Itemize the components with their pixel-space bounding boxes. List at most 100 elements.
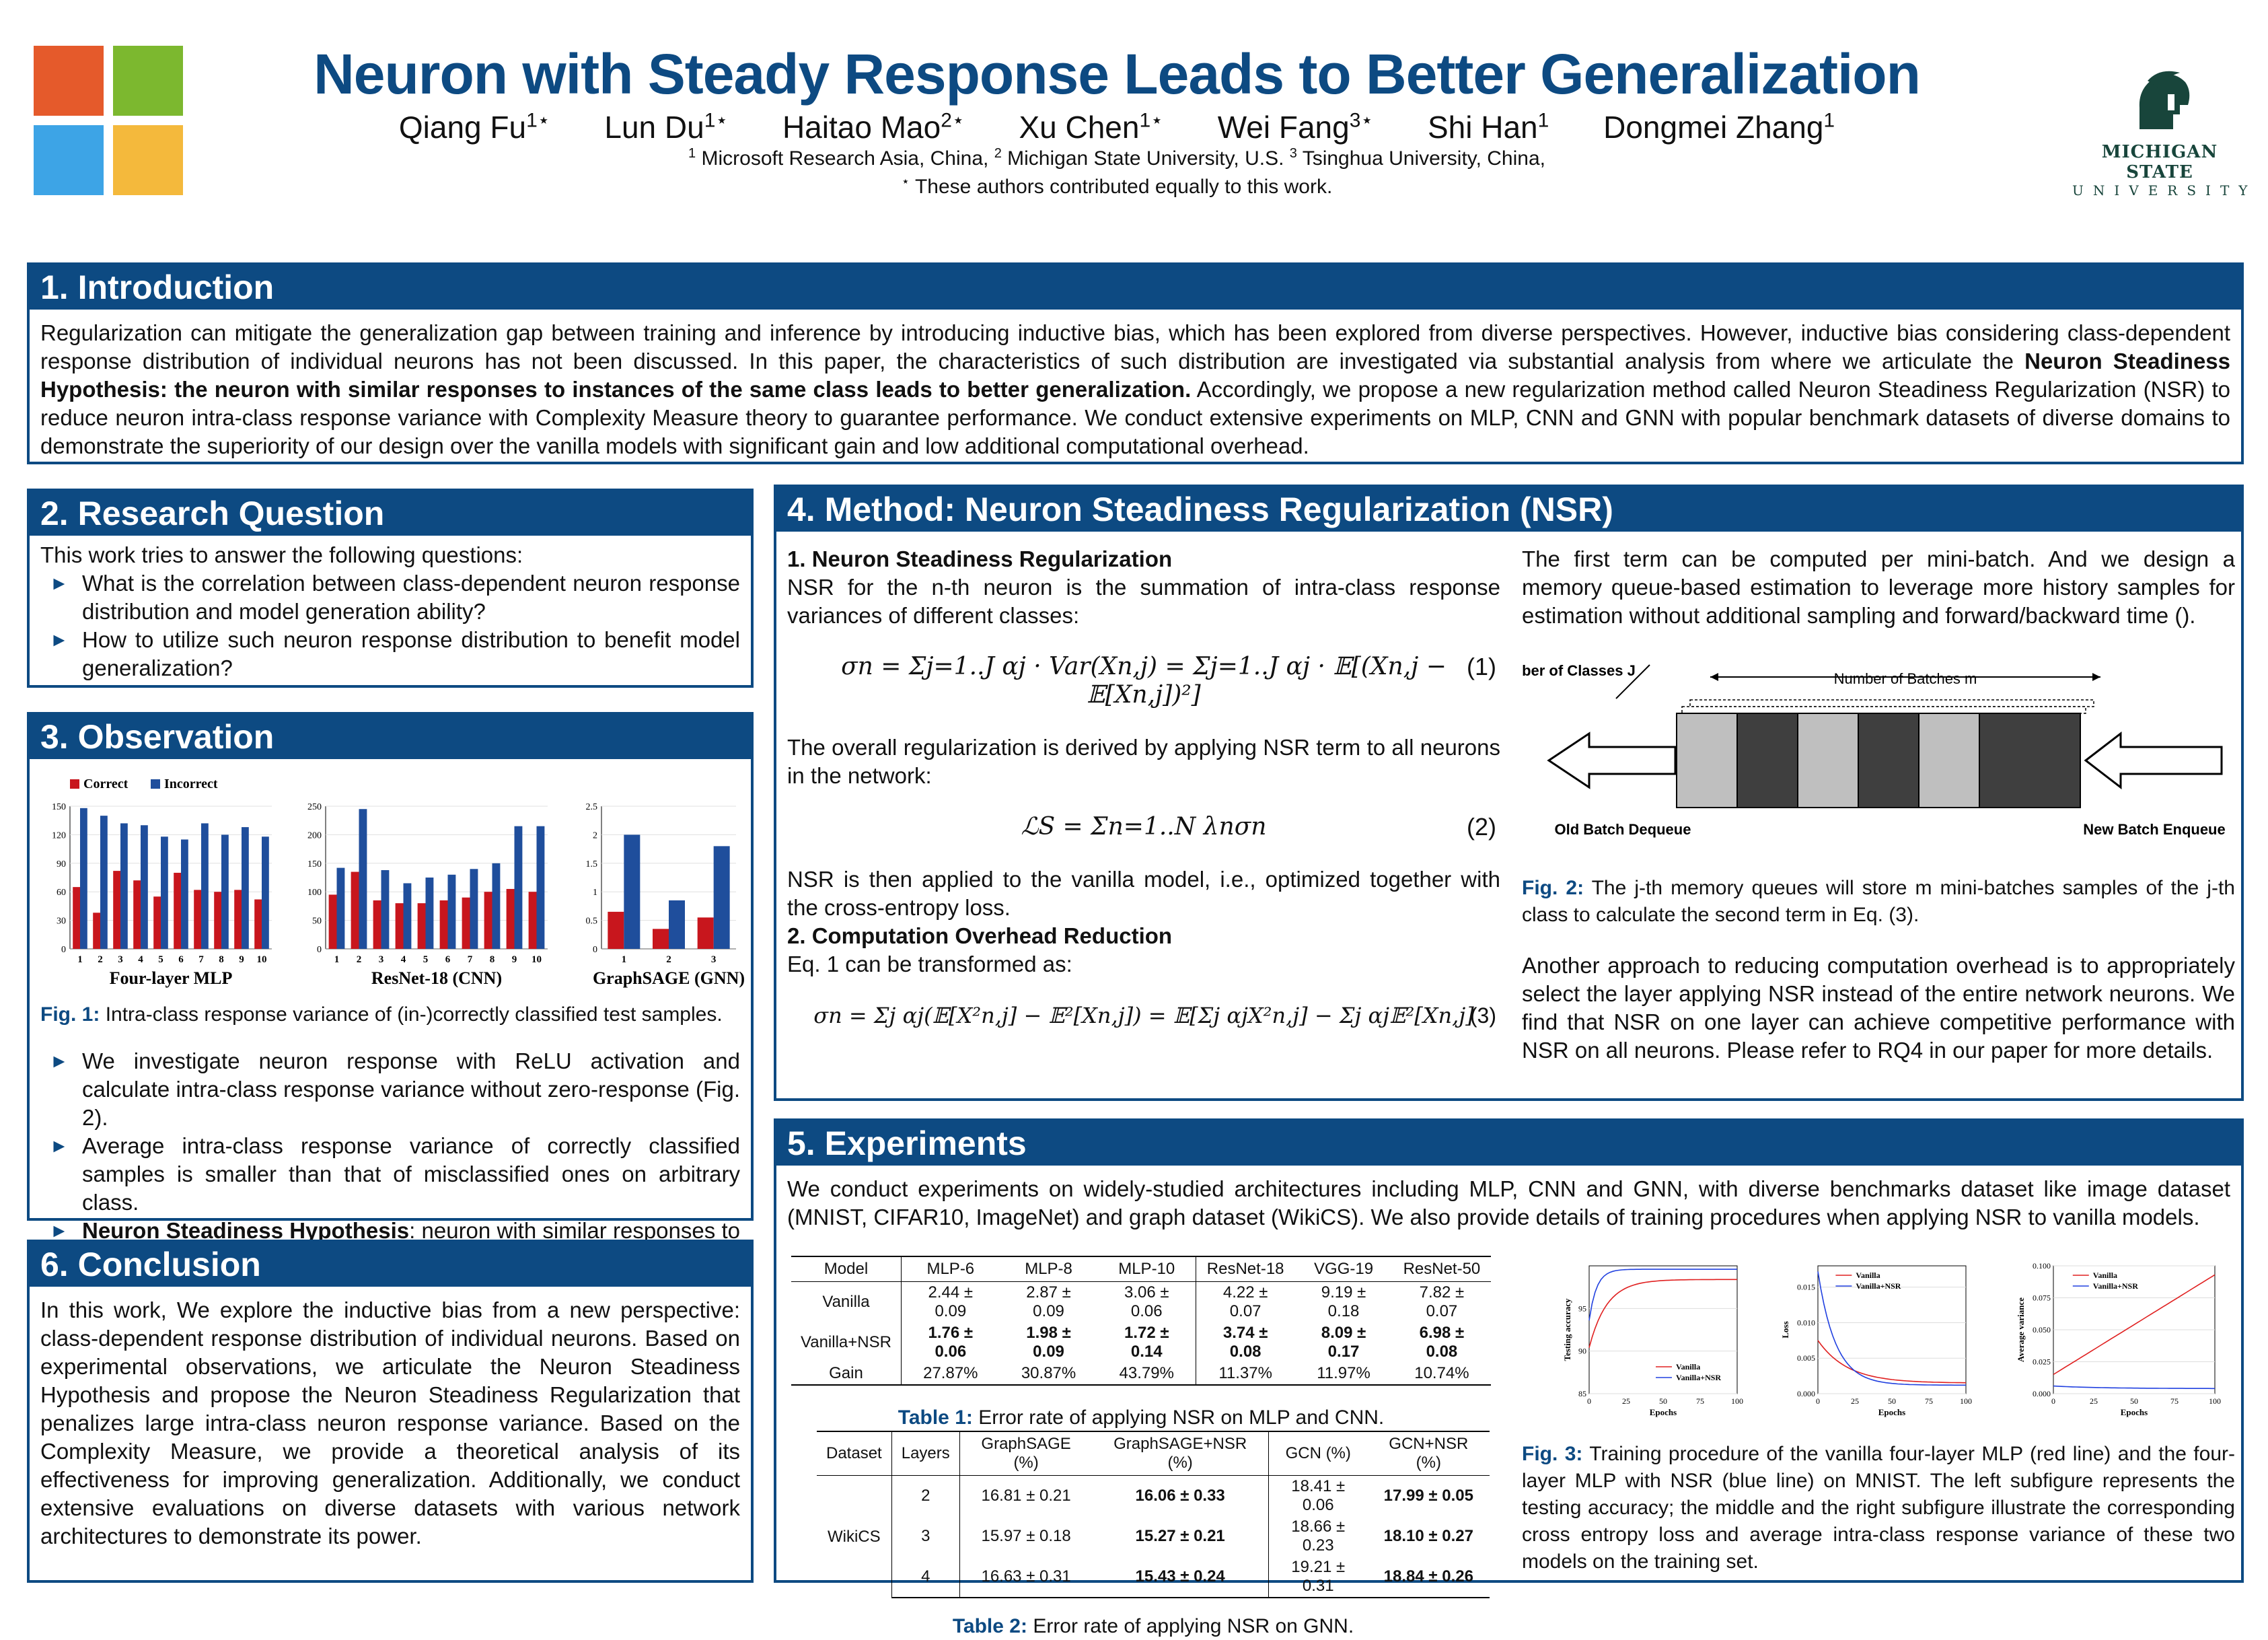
legend-label: Vanilla+NSR bbox=[2093, 1281, 2138, 1291]
bar-incorrect bbox=[181, 839, 188, 949]
x-tick-label: 1 bbox=[77, 954, 83, 965]
x-tick-label: 7 bbox=[198, 954, 204, 965]
series-line-nsr bbox=[1817, 1271, 1966, 1386]
bar-incorrect bbox=[201, 823, 209, 949]
y-tick-label: 0.005 bbox=[1797, 1353, 1815, 1363]
bar-correct bbox=[484, 892, 492, 949]
table-row: 3 15.97 ± 0.18 15.27 ± 0.21 18.66 ± 0.23 18.… bbox=[817, 1516, 1490, 1557]
x-axis-label: Epochs bbox=[2121, 1407, 2148, 1417]
y-tick-label: 0 bbox=[593, 945, 597, 955]
series-line-vanilla bbox=[1817, 1340, 1966, 1384]
conclusion-text: In this work, We explore the inductive b… bbox=[40, 1297, 740, 1548]
x-tick-label: 1 bbox=[334, 954, 340, 965]
x-tick-label: 5 bbox=[423, 954, 429, 965]
bar-correct bbox=[462, 897, 470, 949]
table-2-grid: Dataset Layers GraphSAGE (%) GraphSAGE+N… bbox=[817, 1431, 1490, 1598]
y-tick-label: 200 bbox=[307, 830, 322, 841]
bar-incorrect bbox=[242, 827, 249, 949]
spartan-helmet-icon bbox=[2139, 71, 2190, 129]
fig2-batches-label: Number of Batches m bbox=[1834, 670, 1977, 687]
legend-swatch-correct bbox=[70, 779, 79, 789]
x-tick-label: 7 bbox=[468, 954, 473, 965]
y-tick-label: 150 bbox=[52, 802, 66, 812]
method-paragraph: Another approach to reducing computation… bbox=[1522, 953, 2235, 1063]
y-axis-label: Testing accuracy bbox=[1562, 1298, 1572, 1361]
x-tick-label: 0 bbox=[1816, 1396, 1820, 1406]
table-row: 4 16.63 ± 0.31 15.43 ± 0.24 19.21 ± 0.31 18.… bbox=[817, 1557, 1490, 1598]
x-tick-label: 75 bbox=[1925, 1396, 1933, 1406]
msu-name: MICHIGAN STATE bbox=[2101, 142, 2218, 182]
y-tick-label: 0.100 bbox=[2033, 1261, 2051, 1271]
series-line-nsr bbox=[2053, 1385, 2215, 1390]
bar-incorrect bbox=[425, 878, 434, 949]
x-tick-label: 8 bbox=[219, 954, 224, 965]
legend-swatch-incorrect bbox=[151, 779, 160, 789]
affiliations: 1 Microsoft Research Asia, China, 2 Mich… bbox=[688, 146, 1545, 170]
bar-incorrect bbox=[80, 808, 87, 949]
bar-correct bbox=[328, 894, 337, 949]
x-tick-label: 5 bbox=[158, 954, 163, 965]
bar-correct bbox=[439, 900, 448, 949]
queue-batch bbox=[1676, 713, 1738, 808]
x-tick-label: 9 bbox=[239, 954, 244, 965]
table-row: Vanilla+NSR 1.76 ± 0.06 1.98 ± 0.09 1.72 ± … bbox=[791, 1322, 1491, 1363]
x-tick-label: 75 bbox=[2170, 1396, 2179, 1406]
table-row: Gain 27.87% 30.87% 43.79% 11.37% 11.97% 10.74% bbox=[791, 1363, 1491, 1386]
bar-correct bbox=[73, 887, 80, 949]
legend-label: Vanilla+NSR bbox=[1676, 1373, 1721, 1382]
x-tick-label: 75 bbox=[1696, 1396, 1704, 1406]
chart-title: Four-layer MLP bbox=[110, 968, 233, 988]
bar-incorrect bbox=[514, 826, 523, 949]
y-tick-label: 30 bbox=[57, 917, 66, 927]
section-method: 4. Method: Neuron Steadiness Regularizat… bbox=[774, 485, 2244, 1101]
series-line-vanilla bbox=[1588, 1279, 1737, 1348]
section-heading: 6. Conclusion bbox=[30, 1242, 751, 1287]
y-tick-label: 120 bbox=[52, 830, 66, 841]
y-tick-label: 90 bbox=[1578, 1347, 1586, 1356]
equation-2: ℒS = Σn=1..N λnσn (2) bbox=[1021, 813, 1496, 841]
fig3-charts: 85 90 95 0 25 50 75 100 Epochs Testing accuracy Va… bbox=[1562, 1261, 2221, 1417]
y-tick-label: 150 bbox=[307, 859, 322, 869]
x-tick-label: 6 bbox=[178, 954, 184, 965]
bar-correct bbox=[234, 890, 242, 949]
method-paragraph: The overall regularization is derived by… bbox=[787, 735, 1500, 788]
x-tick-label: 25 bbox=[1851, 1396, 1859, 1406]
bar-incorrect bbox=[470, 869, 478, 949]
section-introduction: 1. Introduction Regularization can mitig… bbox=[27, 262, 2244, 464]
table-1-grid: Model MLP-6 MLP-8 MLP-10 ResNet-18 VGG-1… bbox=[791, 1256, 1491, 1386]
x-tick-label: 3 bbox=[711, 954, 717, 965]
intro-text: Regularization can mitigate the generali… bbox=[40, 320, 2231, 458]
bar-incorrect bbox=[624, 834, 641, 949]
x-tick-label: 50 bbox=[1659, 1396, 1667, 1406]
y-axis-label: Loss bbox=[1780, 1321, 1790, 1338]
x-tick-label: 3 bbox=[118, 954, 123, 965]
y-axis-label: Average variance bbox=[2016, 1297, 2026, 1362]
method-paragraph: NSR is then applied to the vanilla model… bbox=[787, 867, 1500, 920]
section-observation: 3. Observation Correct Incorrect 0 30 60 90 12… bbox=[27, 712, 754, 1299]
y-tick-label: 95 bbox=[1578, 1304, 1586, 1313]
method-subheading: 1. Neuron Steadiness Regularization bbox=[787, 546, 1173, 571]
bar-correct bbox=[697, 917, 714, 949]
fig1-caption: Fig. 1: Intra-class response variance of… bbox=[40, 1003, 723, 1026]
bar-correct bbox=[417, 903, 426, 949]
method-paragraph: NSR for the n-th neuron is the summation… bbox=[787, 575, 1500, 628]
chart-title: GraphSAGE (GNN) bbox=[593, 968, 745, 988]
author: Lun Du1⋆ bbox=[604, 110, 729, 145]
bar-incorrect bbox=[100, 816, 108, 949]
y-tick-label: 0.000 bbox=[2033, 1389, 2051, 1398]
bar-incorrect bbox=[492, 863, 501, 949]
bar-correct bbox=[608, 911, 624, 949]
y-tick-label: 0.075 bbox=[2033, 1293, 2051, 1303]
section-conclusion: 6. Conclusion In this work, We explore t… bbox=[27, 1240, 754, 1583]
x-tick-label: 100 bbox=[1960, 1396, 1972, 1406]
x-tick-label: 2 bbox=[357, 954, 362, 965]
y-tick-label: 1 bbox=[593, 888, 597, 898]
bar-incorrect bbox=[403, 883, 412, 949]
method-right-column: The first term can be computed per mini-… bbox=[1489, 545, 2235, 1065]
y-tick-label: 0.025 bbox=[2033, 1357, 2051, 1367]
y-tick-label: 0.000 bbox=[1797, 1389, 1815, 1398]
microsoft-logo bbox=[34, 46, 186, 198]
bar-correct bbox=[214, 892, 221, 949]
author: Wei Fang3⋆ bbox=[1217, 110, 1374, 145]
series-line-vanilla bbox=[2053, 1274, 2216, 1376]
